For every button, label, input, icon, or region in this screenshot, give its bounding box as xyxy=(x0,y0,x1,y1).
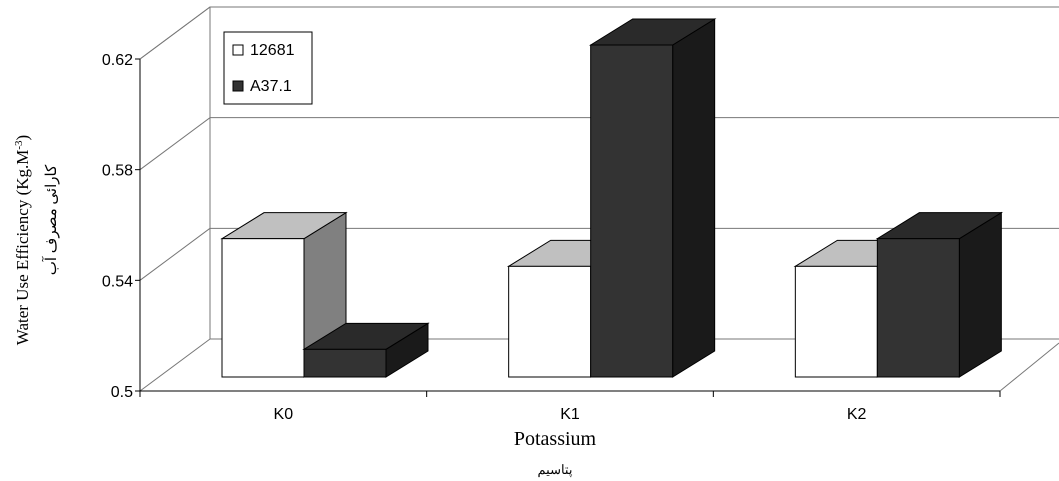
x-axis-title-secondary: پتاسیم xyxy=(538,462,573,478)
y-axis-title: Water Use Efficiency (Kg.M-3) xyxy=(13,135,32,345)
y-axis-title-close: ) xyxy=(13,135,32,141)
x-tick-label-k0: K0 xyxy=(274,406,294,423)
bar-side xyxy=(958,211,1002,378)
bar-front xyxy=(794,265,878,378)
x-tick-label-k1: K1 xyxy=(560,406,580,423)
y-tick-label-2: 0.58 xyxy=(102,163,133,180)
bar-front xyxy=(303,348,387,378)
x-tick-label-k2: K2 xyxy=(847,406,867,423)
y-axis-title-superscript: -3 xyxy=(13,140,25,150)
bar-front xyxy=(221,238,305,378)
y-tick-label-1: 0.54 xyxy=(102,273,133,290)
x-tick-labels: K0 K1 K2 xyxy=(274,406,867,423)
bar-k2-series-2 xyxy=(875,211,1004,378)
bar-k0-series-1 xyxy=(220,211,348,378)
legend-box xyxy=(223,31,313,105)
grid-side-1 xyxy=(139,227,211,281)
y-axis-title-secondary: کارائی مصرف آب xyxy=(42,164,60,275)
legend-swatch-series-2 xyxy=(232,80,244,92)
y-tick-label-3: 0.62 xyxy=(102,52,133,69)
bar-front xyxy=(876,238,960,378)
floor-right-edge xyxy=(999,342,1059,392)
bar-k1-series-2 xyxy=(588,18,717,378)
bar-k0-series-2 xyxy=(302,322,430,378)
bar-side xyxy=(672,18,716,378)
legend: 12681 A37.1 xyxy=(223,31,313,105)
legend-label-series-1: 12681 xyxy=(250,42,295,59)
bar-front xyxy=(508,265,592,378)
axes xyxy=(135,58,1001,397)
y-axis-title-main: Water Use Efficiency (Kg.M xyxy=(13,150,32,346)
y-tick-label-0: 0.5 xyxy=(111,384,133,401)
x-axis-title: Potassium xyxy=(514,428,597,450)
bars xyxy=(220,18,1004,378)
grid-side-3 xyxy=(139,6,211,60)
grid-side-0 xyxy=(139,338,211,392)
legend-swatch-series-1 xyxy=(232,44,244,56)
bar-front xyxy=(590,44,674,378)
grid-side-2 xyxy=(139,117,211,171)
y-tick-labels: 0.5 0.54 0.58 0.62 xyxy=(102,52,133,401)
legend-label-series-2: A37.1 xyxy=(250,78,292,95)
